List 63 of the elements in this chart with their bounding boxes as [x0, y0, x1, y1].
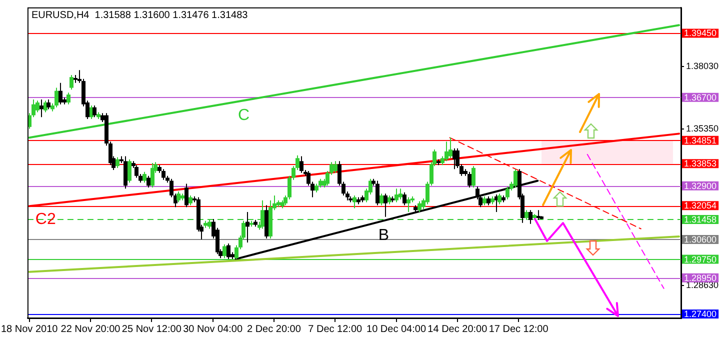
x-tick-label: 14 Dec 20:00 — [428, 324, 488, 335]
candlestick — [116, 156, 120, 168]
y-tick-label: 1.35350 — [686, 123, 719, 134]
candlestick — [70, 74, 74, 90]
y-tick-label: 1.38030 — [686, 60, 719, 71]
x-tick-label: 30 Nov 04:00 — [183, 324, 243, 335]
ref-line-label: 1.36700 — [684, 92, 717, 102]
chart-title: EURUSD,H4 1.31588 1.31600 1.31476 1.31483 — [31, 10, 248, 22]
candlestick — [334, 160, 338, 174]
candlestick — [134, 164, 138, 178]
candlestick — [46, 98, 50, 110]
candlestick — [184, 183, 188, 208]
ref-line-label: 1.27400 — [684, 309, 717, 320]
candlestick — [226, 242, 230, 260]
candlestick — [448, 137, 452, 159]
candlestick — [380, 193, 384, 206]
candlestick — [176, 190, 180, 203]
candlestick — [40, 98, 44, 118]
candlestick — [406, 196, 410, 212]
candlestick — [398, 188, 402, 200]
candlestick — [146, 175, 150, 188]
x-tick-label: 2 Dec 20:00 — [246, 324, 302, 335]
x-tick-label: 7 Dec 12:00 — [308, 324, 363, 335]
candlestick — [384, 193, 388, 218]
candlestick — [92, 104, 96, 118]
ref-line-label: 1.39450 — [684, 28, 717, 38]
ref-line-label: 1.30600 — [684, 234, 717, 244]
candlestick — [246, 211, 250, 244]
candlestick — [472, 166, 476, 188]
candlestick — [300, 156, 304, 174]
candlestick — [36, 100, 40, 113]
candlestick — [528, 210, 532, 224]
x-tick-label: 22 Nov 20:00 — [60, 324, 121, 335]
candlestick — [58, 82, 62, 105]
candlestick — [418, 200, 422, 212]
ref-line-label: 1.31458 — [684, 214, 717, 224]
series-label: C — [238, 106, 250, 124]
candlestick — [394, 188, 398, 203]
x-tick-label: 10 Dec 04:00 — [366, 324, 426, 335]
candlestick — [66, 92, 70, 105]
candlestick — [128, 158, 132, 184]
ref-line-label: 1.29750 — [684, 254, 717, 264]
x-tick-label: 25 Nov 12:00 — [122, 324, 182, 335]
ref-line-label: 1.32900 — [684, 180, 717, 191]
candlestick — [402, 192, 406, 206]
candlestick — [54, 87, 58, 108]
x-tick-label: 17 Dec 12:00 — [488, 324, 549, 335]
candlestick — [162, 168, 166, 180]
candlestick — [142, 171, 146, 184]
candlestick — [376, 180, 380, 206]
candlestick — [444, 141, 448, 162]
ref-line-label: 1.34851 — [684, 135, 717, 146]
candlestick — [188, 194, 192, 206]
series-label: B — [378, 227, 390, 244]
candlestick — [514, 168, 518, 188]
candlestick — [352, 194, 356, 209]
ref-line-label: 1.32054 — [684, 200, 717, 211]
x-tick-label: 18 Nov 2010 — [1, 324, 58, 335]
candlestick — [468, 171, 472, 188]
candlestick — [498, 193, 502, 205]
candlestick — [150, 162, 154, 188]
ref-line-label: 1.28950 — [684, 272, 717, 283]
ref-line-label: 1.33853 — [684, 158, 717, 169]
